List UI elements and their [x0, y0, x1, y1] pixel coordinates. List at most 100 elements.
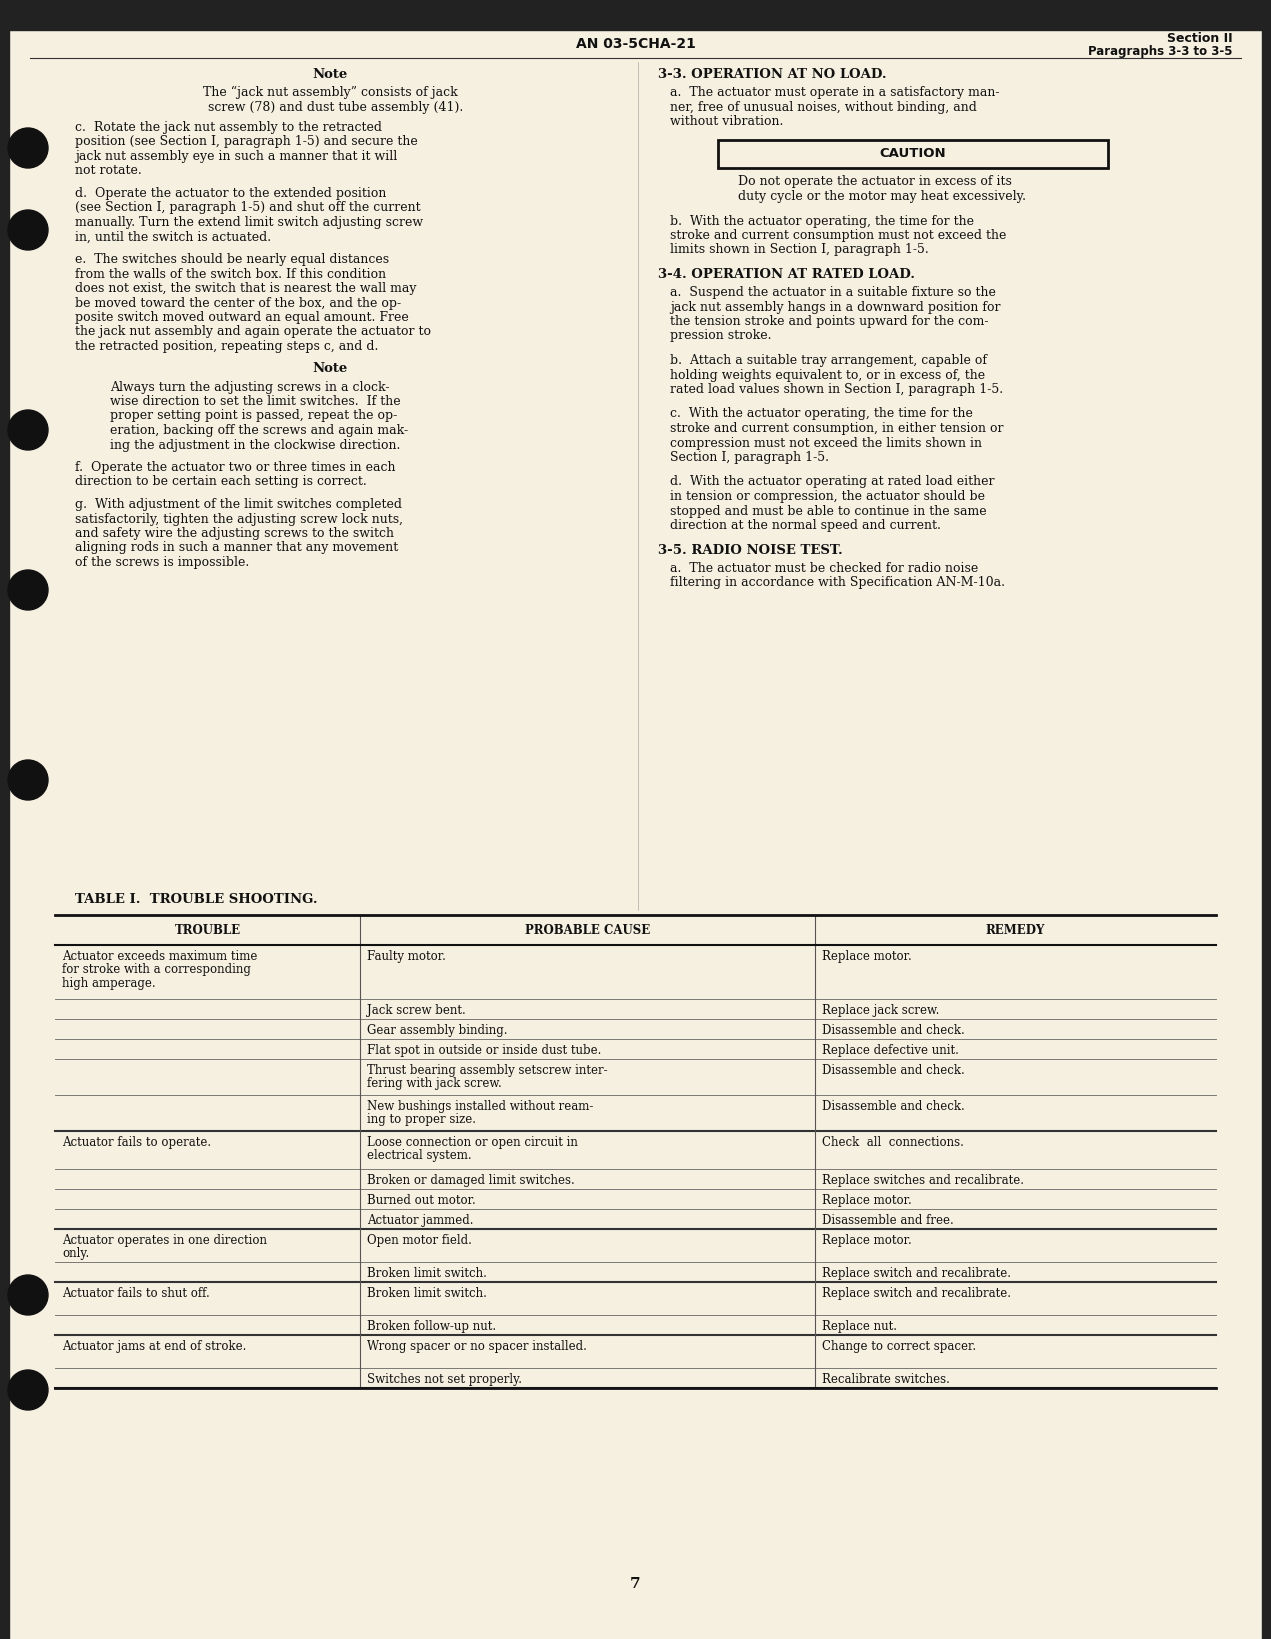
Bar — [718, 139, 1108, 167]
Text: Loose connection or open circuit in: Loose connection or open circuit in — [367, 1136, 578, 1149]
Text: d.  With the actuator operating at rated load either: d. With the actuator operating at rated … — [670, 475, 994, 488]
Text: aligning rods in such a manner that any movement: aligning rods in such a manner that any … — [75, 541, 398, 554]
Text: Replace motor.: Replace motor. — [822, 1234, 911, 1247]
Text: satisfactorily, tighten the adjusting screw lock nuts,: satisfactorily, tighten the adjusting sc… — [75, 513, 403, 526]
Circle shape — [8, 1370, 48, 1410]
Text: Actuator jams at end of stroke.: Actuator jams at end of stroke. — [62, 1341, 247, 1354]
Circle shape — [8, 570, 48, 610]
Text: Replace defective unit.: Replace defective unit. — [822, 1044, 958, 1057]
Text: Check  all  connections.: Check all connections. — [822, 1136, 963, 1149]
Text: filtering in accordance with Specification AN-M-10a.: filtering in accordance with Specificati… — [670, 575, 1005, 588]
Text: e.  The switches should be nearly equal distances: e. The switches should be nearly equal d… — [75, 252, 389, 266]
Text: duty cycle or the motor may heat excessively.: duty cycle or the motor may heat excessi… — [738, 190, 1026, 203]
Text: Burned out motor.: Burned out motor. — [367, 1193, 475, 1206]
Text: the jack nut assembly and again operate the actuator to: the jack nut assembly and again operate … — [75, 326, 431, 339]
Text: from the walls of the switch box. If this condition: from the walls of the switch box. If thi… — [75, 267, 386, 280]
Bar — [0, 0, 1271, 30]
Bar — [1262, 0, 1271, 1639]
Text: d.  Operate the actuator to the extended position: d. Operate the actuator to the extended … — [75, 187, 386, 200]
Text: jack nut assembly eye in such a manner that it will: jack nut assembly eye in such a manner t… — [75, 151, 398, 162]
Text: Actuator exceeds maximum time: Actuator exceeds maximum time — [62, 951, 257, 964]
Text: electrical system.: electrical system. — [367, 1149, 472, 1162]
Text: in, until the switch is actuated.: in, until the switch is actuated. — [75, 231, 271, 244]
Text: REMEDY: REMEDY — [986, 923, 1045, 936]
Text: jack nut assembly hangs in a downward position for: jack nut assembly hangs in a downward po… — [670, 300, 1000, 313]
Text: for stroke with a corresponding: for stroke with a corresponding — [62, 964, 250, 977]
Text: Flat spot in outside or inside dust tube.: Flat spot in outside or inside dust tube… — [367, 1044, 601, 1057]
Text: Actuator fails to shut off.: Actuator fails to shut off. — [62, 1287, 210, 1300]
Circle shape — [8, 210, 48, 251]
Text: ner, free of unusual noises, without binding, and: ner, free of unusual noises, without bin… — [670, 100, 977, 113]
Text: (see Section I, paragraph 1-5) and shut off the current: (see Section I, paragraph 1-5) and shut … — [75, 202, 421, 215]
Text: Actuator fails to operate.: Actuator fails to operate. — [62, 1136, 211, 1149]
Text: Do not operate the actuator in excess of its: Do not operate the actuator in excess of… — [738, 175, 1012, 188]
Text: The “jack nut assembly” consists of jack: The “jack nut assembly” consists of jack — [202, 85, 458, 100]
Text: Actuator jammed.: Actuator jammed. — [367, 1214, 474, 1228]
Text: Switches not set properly.: Switches not set properly. — [367, 1373, 522, 1387]
Text: Replace switch and recalibrate.: Replace switch and recalibrate. — [822, 1287, 1010, 1300]
Circle shape — [8, 1275, 48, 1314]
Text: b.  With the actuator operating, the time for the: b. With the actuator operating, the time… — [670, 215, 974, 228]
Text: the retracted position, repeating steps c, and d.: the retracted position, repeating steps … — [75, 339, 379, 352]
Text: ing the adjustment in the clockwise direction.: ing the adjustment in the clockwise dire… — [111, 439, 400, 451]
Text: a.  The actuator must be checked for radio noise: a. The actuator must be checked for radi… — [670, 562, 979, 575]
Text: 3-3. OPERATION AT NO LOAD.: 3-3. OPERATION AT NO LOAD. — [658, 67, 887, 80]
Text: Open motor field.: Open motor field. — [367, 1234, 472, 1247]
Text: compression must not exceed the limits shown in: compression must not exceed the limits s… — [670, 436, 982, 449]
Text: Broken follow-up nut.: Broken follow-up nut. — [367, 1319, 496, 1333]
Text: proper setting point is passed, repeat the op-: proper setting point is passed, repeat t… — [111, 410, 398, 423]
Text: the tension stroke and points upward for the com-: the tension stroke and points upward for… — [670, 315, 989, 328]
Text: Paragraphs 3-3 to 3-5: Paragraphs 3-3 to 3-5 — [1088, 46, 1233, 59]
Text: 7: 7 — [630, 1577, 641, 1591]
Text: stopped and must be able to continue in the same: stopped and must be able to continue in … — [670, 505, 986, 518]
Circle shape — [8, 760, 48, 800]
Text: 3-4. OPERATION AT RATED LOAD.: 3-4. OPERATION AT RATED LOAD. — [658, 269, 915, 280]
Text: Broken limit switch.: Broken limit switch. — [367, 1287, 487, 1300]
Text: f.  Operate the actuator two or three times in each: f. Operate the actuator two or three tim… — [75, 461, 395, 474]
Text: TROUBLE: TROUBLE — [174, 923, 240, 936]
Text: c.  With the actuator operating, the time for the: c. With the actuator operating, the time… — [670, 408, 972, 421]
Bar — [0, 0, 9, 1639]
Text: Note: Note — [313, 362, 348, 375]
Text: wise direction to set the limit switches.  If the: wise direction to set the limit switches… — [111, 395, 400, 408]
Text: Actuator operates in one direction: Actuator operates in one direction — [62, 1234, 267, 1247]
Text: Replace switch and recalibrate.: Replace switch and recalibrate. — [822, 1267, 1010, 1280]
Text: Replace switches and recalibrate.: Replace switches and recalibrate. — [822, 1174, 1024, 1187]
Text: in tension or compression, the actuator should be: in tension or compression, the actuator … — [670, 490, 985, 503]
Text: position (see Section I, paragraph 1-5) and secure the: position (see Section I, paragraph 1-5) … — [75, 136, 418, 149]
Text: PROBABLE CAUSE: PROBABLE CAUSE — [525, 923, 651, 936]
Text: holding weights equivalent to, or in excess of, the: holding weights equivalent to, or in exc… — [670, 369, 985, 382]
Text: and safety wire the adjusting screws to the switch: and safety wire the adjusting screws to … — [75, 528, 394, 539]
Text: Disassemble and free.: Disassemble and free. — [822, 1214, 953, 1228]
Text: Gear assembly binding.: Gear assembly binding. — [367, 1024, 507, 1037]
Text: Change to correct spacer.: Change to correct spacer. — [822, 1341, 976, 1354]
Text: Broken or damaged limit switches.: Broken or damaged limit switches. — [367, 1174, 574, 1187]
Text: Replace jack screw.: Replace jack screw. — [822, 1005, 939, 1018]
Text: screw (78) and dust tube assembly (41).: screw (78) and dust tube assembly (41). — [197, 100, 464, 113]
Text: high amperage.: high amperage. — [62, 977, 155, 990]
Text: not rotate.: not rotate. — [75, 164, 142, 177]
Text: Section I, paragraph 1-5.: Section I, paragraph 1-5. — [670, 451, 829, 464]
Text: does not exist, the switch that is nearest the wall may: does not exist, the switch that is neare… — [75, 282, 417, 295]
Text: CAUTION: CAUTION — [880, 148, 947, 161]
Text: Section II: Section II — [1167, 31, 1233, 44]
Text: Replace motor.: Replace motor. — [822, 1193, 911, 1206]
Text: Replace nut.: Replace nut. — [822, 1319, 897, 1333]
Text: Faulty motor.: Faulty motor. — [367, 951, 446, 964]
Text: TABLE I.  TROUBLE SHOOTING.: TABLE I. TROUBLE SHOOTING. — [75, 893, 318, 906]
Text: a.  The actuator must operate in a satisfactory man-: a. The actuator must operate in a satisf… — [670, 85, 999, 98]
Text: pression stroke.: pression stroke. — [670, 329, 771, 343]
Text: direction at the normal speed and current.: direction at the normal speed and curren… — [670, 520, 941, 533]
Text: Recalibrate switches.: Recalibrate switches. — [822, 1373, 949, 1387]
Text: b.  Attach a suitable tray arrangement, capable of: b. Attach a suitable tray arrangement, c… — [670, 354, 988, 367]
Text: a.  Suspend the actuator in a suitable fixture so the: a. Suspend the actuator in a suitable fi… — [670, 285, 996, 298]
Text: Thrust bearing assembly setscrew inter-: Thrust bearing assembly setscrew inter- — [367, 1064, 608, 1077]
Text: direction to be certain each setting is correct.: direction to be certain each setting is … — [75, 475, 367, 488]
Circle shape — [8, 410, 48, 451]
Text: stroke and current consumption, in either tension or: stroke and current consumption, in eithe… — [670, 421, 1004, 434]
Text: Note: Note — [313, 67, 348, 80]
Text: rated load values shown in Section I, paragraph 1-5.: rated load values shown in Section I, pa… — [670, 384, 1003, 397]
Text: Broken limit switch.: Broken limit switch. — [367, 1267, 487, 1280]
Text: Disassemble and check.: Disassemble and check. — [822, 1024, 965, 1037]
Text: c.  Rotate the jack nut assembly to the retracted: c. Rotate the jack nut assembly to the r… — [75, 121, 383, 134]
